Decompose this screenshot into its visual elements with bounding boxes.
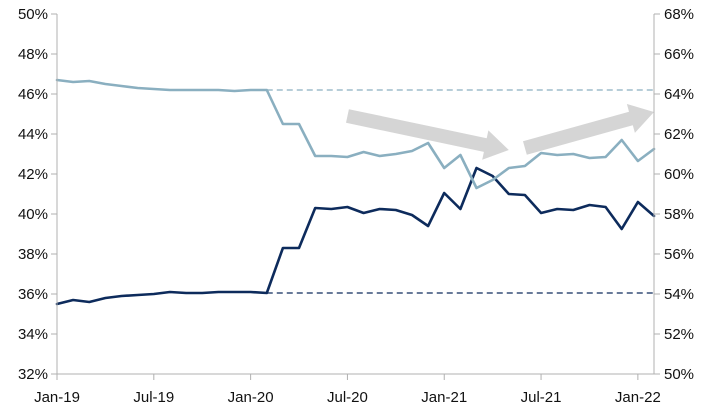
left-y-tick-label: 36% xyxy=(18,286,48,303)
right-y-tick-label: 64% xyxy=(664,86,694,103)
right-y-tick-label: 58% xyxy=(664,206,694,223)
x-tick-label: Jan-22 xyxy=(615,389,661,406)
left-y-tick-label: 44% xyxy=(18,126,48,143)
tick-labels: 32% 34% 36% 38% 40% 42% 44% 46% 48% 50% 50% 52% 54% 5… xyxy=(18,6,694,406)
annotation-arrow-1 xyxy=(346,109,509,160)
series-lines xyxy=(55,78,656,306)
series-line-left xyxy=(55,166,656,306)
right-y-tick-label: 60% xyxy=(664,166,694,183)
left-y-tick-label: 42% xyxy=(18,166,48,183)
right-y-tick-label: 52% xyxy=(664,326,694,343)
left-y-tick-label: 34% xyxy=(18,326,48,343)
reference-lines xyxy=(266,89,654,294)
right-y-tick-label: 62% xyxy=(664,126,694,143)
annotation-arrows xyxy=(346,104,654,160)
left-y-tick-label: 40% xyxy=(18,206,48,223)
x-tick-label: Jul-20 xyxy=(327,389,368,406)
right-y-tick-label: 54% xyxy=(664,286,694,303)
right-y-tick-label: 68% xyxy=(664,6,694,23)
left-y-tick-label: 48% xyxy=(18,46,48,63)
series-line-right xyxy=(55,78,656,190)
x-tick-label: Jan-21 xyxy=(421,389,467,406)
x-tick-label: Jan-20 xyxy=(228,389,274,406)
left-y-tick-label: 46% xyxy=(18,86,48,103)
right-y-tick-label: 56% xyxy=(664,246,694,263)
x-tick-label: Jul-21 xyxy=(521,389,562,406)
x-tick-label: Jul-19 xyxy=(133,389,174,406)
x-tick-label: Jan-19 xyxy=(34,389,80,406)
left-y-tick-label: 32% xyxy=(18,366,48,383)
left-y-tick-label: 38% xyxy=(18,246,48,263)
annotation-arrow-2 xyxy=(523,104,654,155)
axes xyxy=(51,13,660,380)
right-y-tick-label: 66% xyxy=(664,46,694,63)
left-y-tick-label: 50% xyxy=(18,6,48,23)
right-y-tick-label: 50% xyxy=(664,366,694,383)
